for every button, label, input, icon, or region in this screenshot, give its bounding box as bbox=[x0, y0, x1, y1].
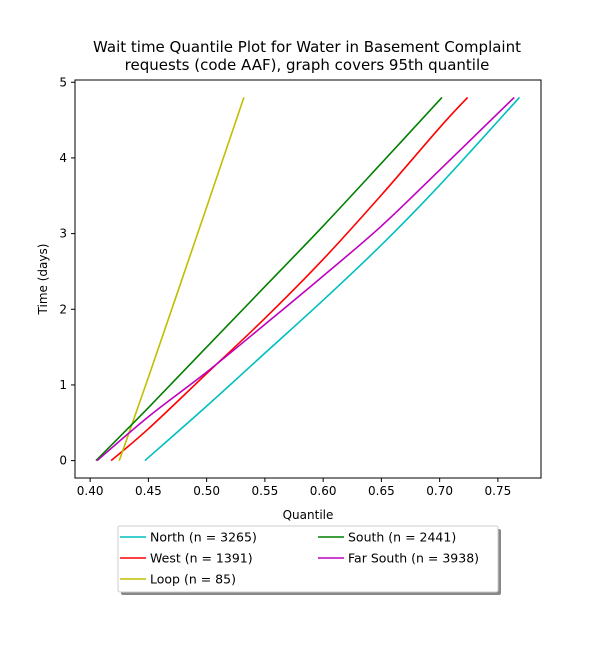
x-tick-label: 0.50 bbox=[193, 484, 220, 498]
x-tick-label: 0.45 bbox=[135, 484, 162, 498]
legend: North (n = 3265) West (n = 1391) Loop (n =… bbox=[117, 525, 501, 595]
chart-title-line-1: Wait time Quantile Plot for Water in Bas… bbox=[93, 38, 521, 56]
y-tick-label: 3 bbox=[59, 227, 67, 241]
series-layer bbox=[95, 96, 521, 462]
x-tick-label: 0.60 bbox=[310, 484, 337, 498]
legend-box bbox=[117, 525, 499, 593]
legend-items: North (n = 3265) West (n = 1391) Loop (n =… bbox=[120, 530, 479, 587]
chart-title: Wait time Quantile Plot for Water in Bas… bbox=[93, 38, 521, 74]
y-axis-label: Time (days) bbox=[36, 244, 50, 316]
x-tick-label: 0.40 bbox=[77, 484, 104, 498]
legend-label: South (n = 2441) bbox=[348, 530, 456, 545]
legend-label: West (n = 1391) bbox=[150, 551, 253, 566]
series-line-4 bbox=[96, 96, 515, 462]
series-line-0 bbox=[144, 96, 521, 462]
y-axis-ticks: 0 1 2 3 4 5 bbox=[59, 75, 75, 468]
series-line-2 bbox=[118, 97, 245, 461]
x-axis-label: Quantile bbox=[283, 508, 334, 522]
x-tick-label: 0.55 bbox=[252, 484, 279, 498]
y-tick-label: 2 bbox=[59, 302, 67, 316]
plot-area bbox=[74, 79, 542, 479]
legend-label: North (n = 3265) bbox=[150, 530, 257, 545]
chart-title-line-2: requests (code AAF), graph covers 95th q… bbox=[125, 56, 490, 74]
x-tick-label: 0.75 bbox=[485, 484, 512, 498]
legend-label: Loop (n = 85) bbox=[150, 572, 236, 587]
x-axis-ticks: 0.40 0.45 0.50 0.55 0.60 0.65 0.70 0.75 bbox=[77, 478, 511, 498]
x-tick-label: 0.65 bbox=[368, 484, 395, 498]
y-tick-label: 0 bbox=[59, 454, 67, 468]
legend-label: Far South (n = 3938) bbox=[348, 551, 479, 566]
series-line-3 bbox=[95, 96, 443, 462]
series-line-1 bbox=[110, 96, 469, 462]
y-tick-label: 1 bbox=[59, 378, 67, 392]
y-tick-label: 5 bbox=[59, 75, 67, 89]
x-tick-label: 0.70 bbox=[426, 484, 453, 498]
y-tick-label: 4 bbox=[59, 151, 67, 165]
